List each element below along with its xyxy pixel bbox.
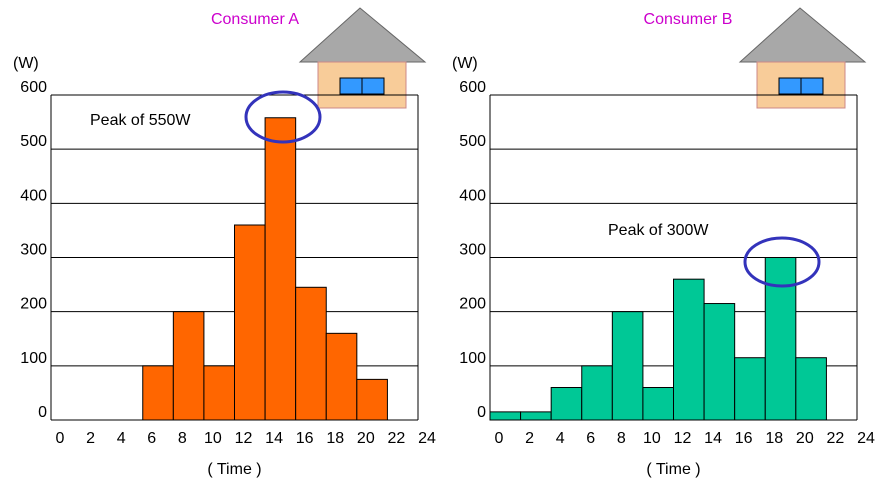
x-tick-label: 16 [735,430,753,447]
bar [265,118,296,420]
bar [204,366,235,420]
bar [357,379,388,420]
bar [735,358,766,420]
annotation: Peak of 300W [608,222,709,239]
y-tick-label: 400 [459,187,486,204]
x-tick-label: 18 [326,430,344,447]
y-axis-label: (W) [13,55,39,72]
x-tick-label: 4 [117,430,126,447]
x-tick-label: 12 [235,430,253,447]
chart-title: Consumer A [211,11,299,28]
y-tick-label: 0 [477,404,486,421]
x-tick-label: 8 [617,430,626,447]
bar [173,312,204,420]
bar [704,304,735,420]
y-tick-label: 500 [459,133,486,150]
chart-title: Consumer B [644,11,733,28]
bar [551,388,582,421]
x-tick-label: 2 [86,430,95,447]
x-tick-label: 10 [643,430,661,447]
page: Consumer A(W)( Time )Peak of 550W0100200… [0,0,879,484]
bar [765,258,796,421]
bar [582,366,613,420]
x-tick-label: 6 [147,430,156,447]
x-tick-label: 22 [827,430,845,447]
bar [296,287,327,420]
bar [143,366,174,420]
y-tick-label: 500 [20,133,47,150]
bar [235,225,266,420]
plots: Consumer A(W)( Time )Peak of 550W0100200… [13,11,875,478]
x-tick-label: 0 [495,430,504,447]
x-tick-label: 6 [586,430,595,447]
bar [490,412,521,420]
x-tick-label: 14 [265,430,283,447]
x-tick-label: 14 [704,430,722,447]
bar [796,358,827,420]
x-tick-label: 24 [857,430,875,447]
bar [674,279,705,420]
x-tick-label: 0 [56,430,65,447]
y-tick-label: 200 [20,296,47,313]
bar [643,388,674,421]
y-tick-label: 100 [459,350,486,367]
x-tick-label: 22 [388,430,406,447]
y-tick-label: 300 [20,242,47,259]
y-tick-label: 600 [459,79,486,96]
annotation: Peak of 550W [90,112,191,129]
x-axis-label: ( Time ) [646,461,700,478]
x-tick-label: 8 [178,430,187,447]
house-b [740,8,865,108]
y-tick-label: 0 [38,404,47,421]
x-tick-label: 16 [296,430,314,447]
y-tick-label: 400 [20,187,47,204]
x-tick-label: 4 [556,430,565,447]
y-tick-label: 200 [459,296,486,313]
x-tick-label: 12 [674,430,692,447]
bar [326,333,357,420]
x-tick-label: 2 [525,430,534,447]
x-tick-label: 20 [357,430,375,447]
y-tick-label: 100 [20,350,47,367]
house-a [300,8,425,108]
x-tick-label: 10 [204,430,222,447]
y-tick-label: 300 [459,242,486,259]
x-tick-label: 20 [796,430,814,447]
x-axis-label: ( Time ) [207,461,261,478]
y-tick-label: 600 [20,79,47,96]
bar [612,312,643,420]
bar [521,412,552,420]
x-tick-label: 24 [418,430,436,447]
x-tick-label: 18 [765,430,783,447]
y-axis-label: (W) [452,55,478,72]
